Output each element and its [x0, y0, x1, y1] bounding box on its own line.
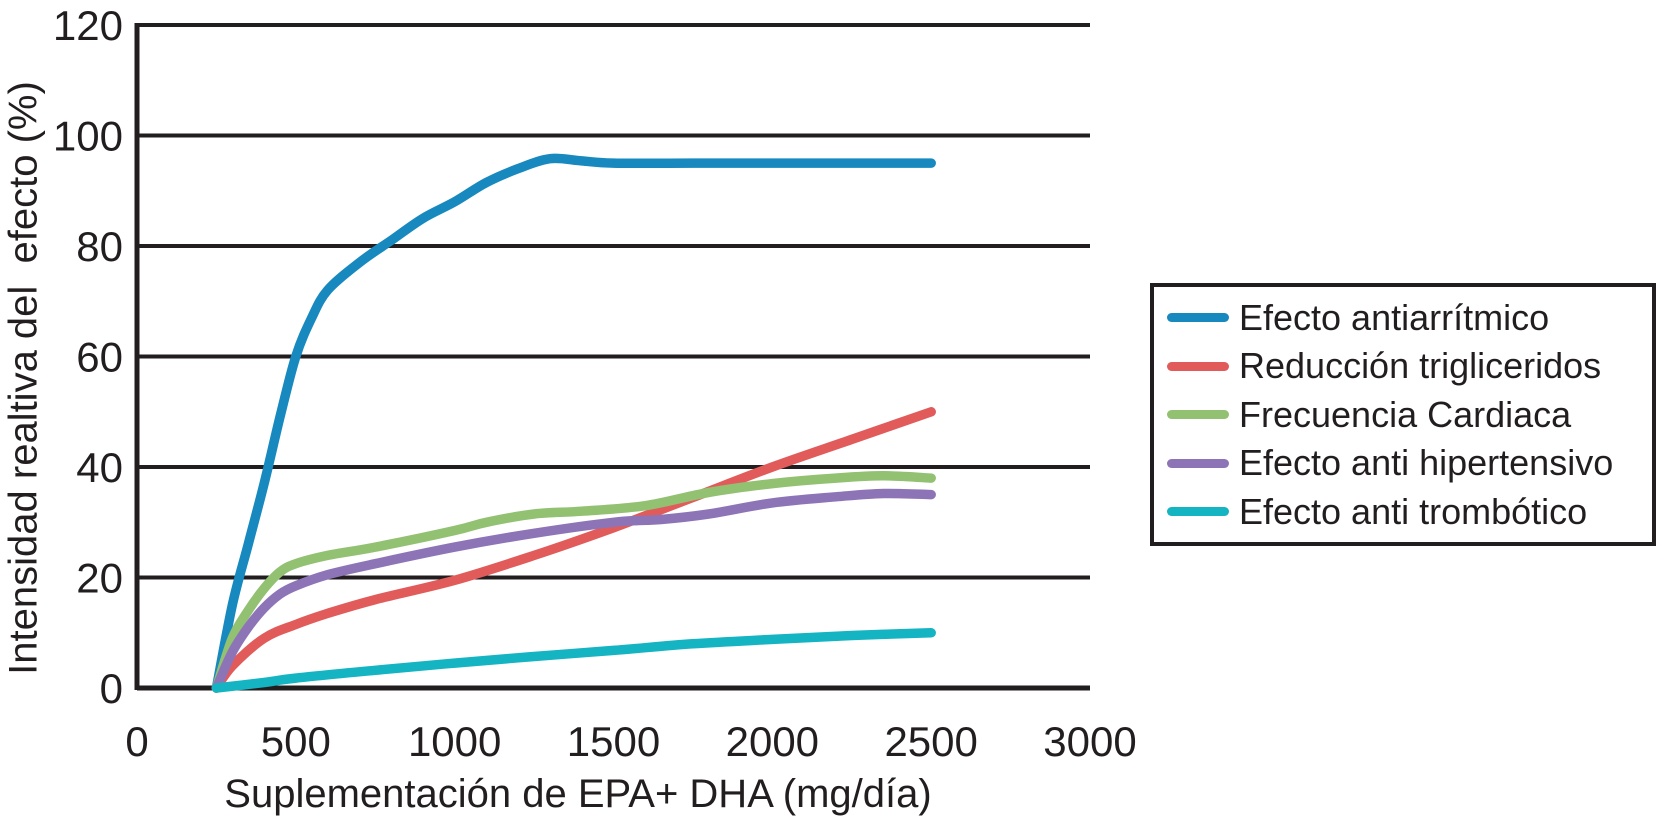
series-line: [211, 488, 936, 693]
legend-swatch: [1167, 410, 1229, 419]
legend-swatch: [1167, 313, 1229, 322]
legend-item: Efecto anti trombótico: [1167, 490, 1652, 532]
legend-swatch: [1167, 361, 1229, 371]
series-line: [211, 407, 936, 693]
y-tick-label: 40: [76, 444, 123, 491]
legend-item: Frecuencia Cardiaca: [1167, 393, 1652, 435]
x-tick-label: 3000: [1043, 718, 1136, 765]
legend-swatch: [1167, 507, 1229, 516]
legend-label: Frecuencia Cardiaca: [1239, 393, 1572, 435]
y-tick-label: 100: [53, 113, 123, 160]
x-tick-label: 0: [125, 718, 148, 765]
x-tick-label: 2000: [726, 718, 819, 765]
series-line: [211, 628, 936, 693]
y-tick-label: 20: [76, 555, 123, 602]
y-axis-title: Intensidad realtiva del efecto (%): [1, 81, 46, 675]
legend-item: Efecto anti hipertensivo: [1167, 445, 1652, 481]
legend-item: Efecto antiarrítmico: [1167, 296, 1652, 338]
legend-label: Efecto anti trombótico: [1239, 490, 1588, 532]
legend-swatch: [1167, 458, 1229, 468]
x-axis-title: Suplementación de EPA+ DHA (mg/día): [224, 772, 932, 816]
x-tick-label: 2500: [884, 718, 977, 765]
y-tick-label: 60: [76, 334, 123, 381]
legend-label: Reducción trigliceridos: [1239, 345, 1602, 386]
x-tick-label: 1000: [408, 718, 501, 765]
legend-item: Reducción trigliceridos: [1167, 348, 1652, 384]
y-tick-label: 120: [53, 2, 123, 49]
series-line: [211, 153, 936, 693]
legend-label: Efecto anti hipertensivo: [1239, 442, 1614, 483]
legend: Efecto antiarrítmico Reducción trigliceri…: [1150, 283, 1656, 546]
y-tick-label: 0: [100, 665, 123, 712]
x-tick-label: 1500: [567, 718, 660, 765]
x-tick-label: 500: [261, 718, 331, 765]
legend-label: Efecto antiarrítmico: [1239, 296, 1550, 338]
series-line: [211, 471, 936, 693]
y-tick-label: 80: [76, 223, 123, 270]
